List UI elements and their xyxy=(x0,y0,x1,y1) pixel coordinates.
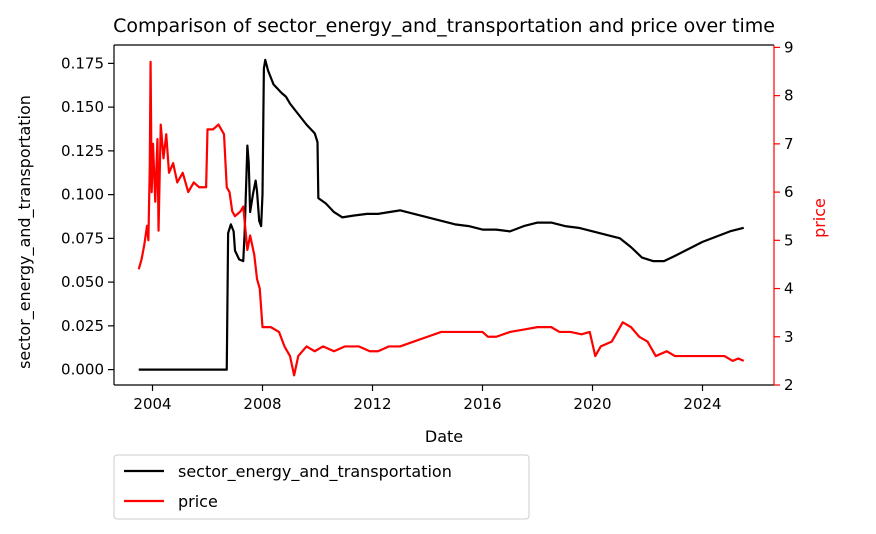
chart-title: Comparison of sector_energy_and_transpor… xyxy=(113,15,775,37)
y-left-tick-label: 0.000 xyxy=(61,361,104,379)
x-tick-label: 2008 xyxy=(243,395,281,413)
y-right-tick-label: 6 xyxy=(784,183,794,201)
y-right-tick-label: 3 xyxy=(784,328,794,346)
y-left-axis-ticks: 0.000 0.025 0.050 0.075 0.100 0.125 0.150 0.175 xyxy=(61,54,114,379)
y-right-tick-label: 9 xyxy=(784,38,794,56)
y-left-tick-label: 0.125 xyxy=(61,142,104,160)
x-axis-label: Date xyxy=(425,427,463,446)
y-left-tick-label: 0.075 xyxy=(61,229,104,247)
y-right-tick-label: 4 xyxy=(784,280,794,298)
y-left-tick-label: 0.150 xyxy=(61,98,104,116)
legend-label-sector: sector_energy_and_transportation xyxy=(178,462,452,482)
x-tick-label: 2012 xyxy=(353,395,391,413)
series-line-price xyxy=(137,60,745,377)
x-axis-ticks: 2004 2008 2012 2016 2020 2024 xyxy=(133,385,722,413)
y-right-axis-label: price xyxy=(810,198,829,238)
y-right-tick-label: 5 xyxy=(784,231,794,249)
axes-frame xyxy=(113,44,775,386)
legend-label-price: price xyxy=(178,492,218,511)
right-series-line-group xyxy=(137,60,745,377)
y-left-tick-label: 0.025 xyxy=(61,317,104,335)
legend-box xyxy=(113,454,530,520)
y-left-axis-label: sector_energy_and_transportation xyxy=(15,95,35,369)
x-tick-label: 2016 xyxy=(463,395,501,413)
x-tick-label: 2020 xyxy=(573,395,611,413)
series-line-sector-energy xyxy=(138,58,745,371)
y-left-tick-label: 0.175 xyxy=(61,54,104,72)
y-right-axis-ticks: 2 3 4 5 6 7 8 9 xyxy=(774,38,794,394)
y-left-tick-label: 0.050 xyxy=(61,273,104,291)
plot-area xyxy=(137,58,745,377)
y-right-tick-label: 8 xyxy=(784,87,794,105)
y-left-tick-label: 0.100 xyxy=(61,186,104,204)
y-right-tick-label: 7 xyxy=(784,135,794,153)
y-right-tick-label: 2 xyxy=(784,376,794,394)
x-tick-label: 2004 xyxy=(133,395,171,413)
x-tick-label: 2024 xyxy=(683,395,721,413)
left-series-line-group xyxy=(138,58,745,371)
legend: sector_energy_and_transportation price xyxy=(113,454,530,520)
